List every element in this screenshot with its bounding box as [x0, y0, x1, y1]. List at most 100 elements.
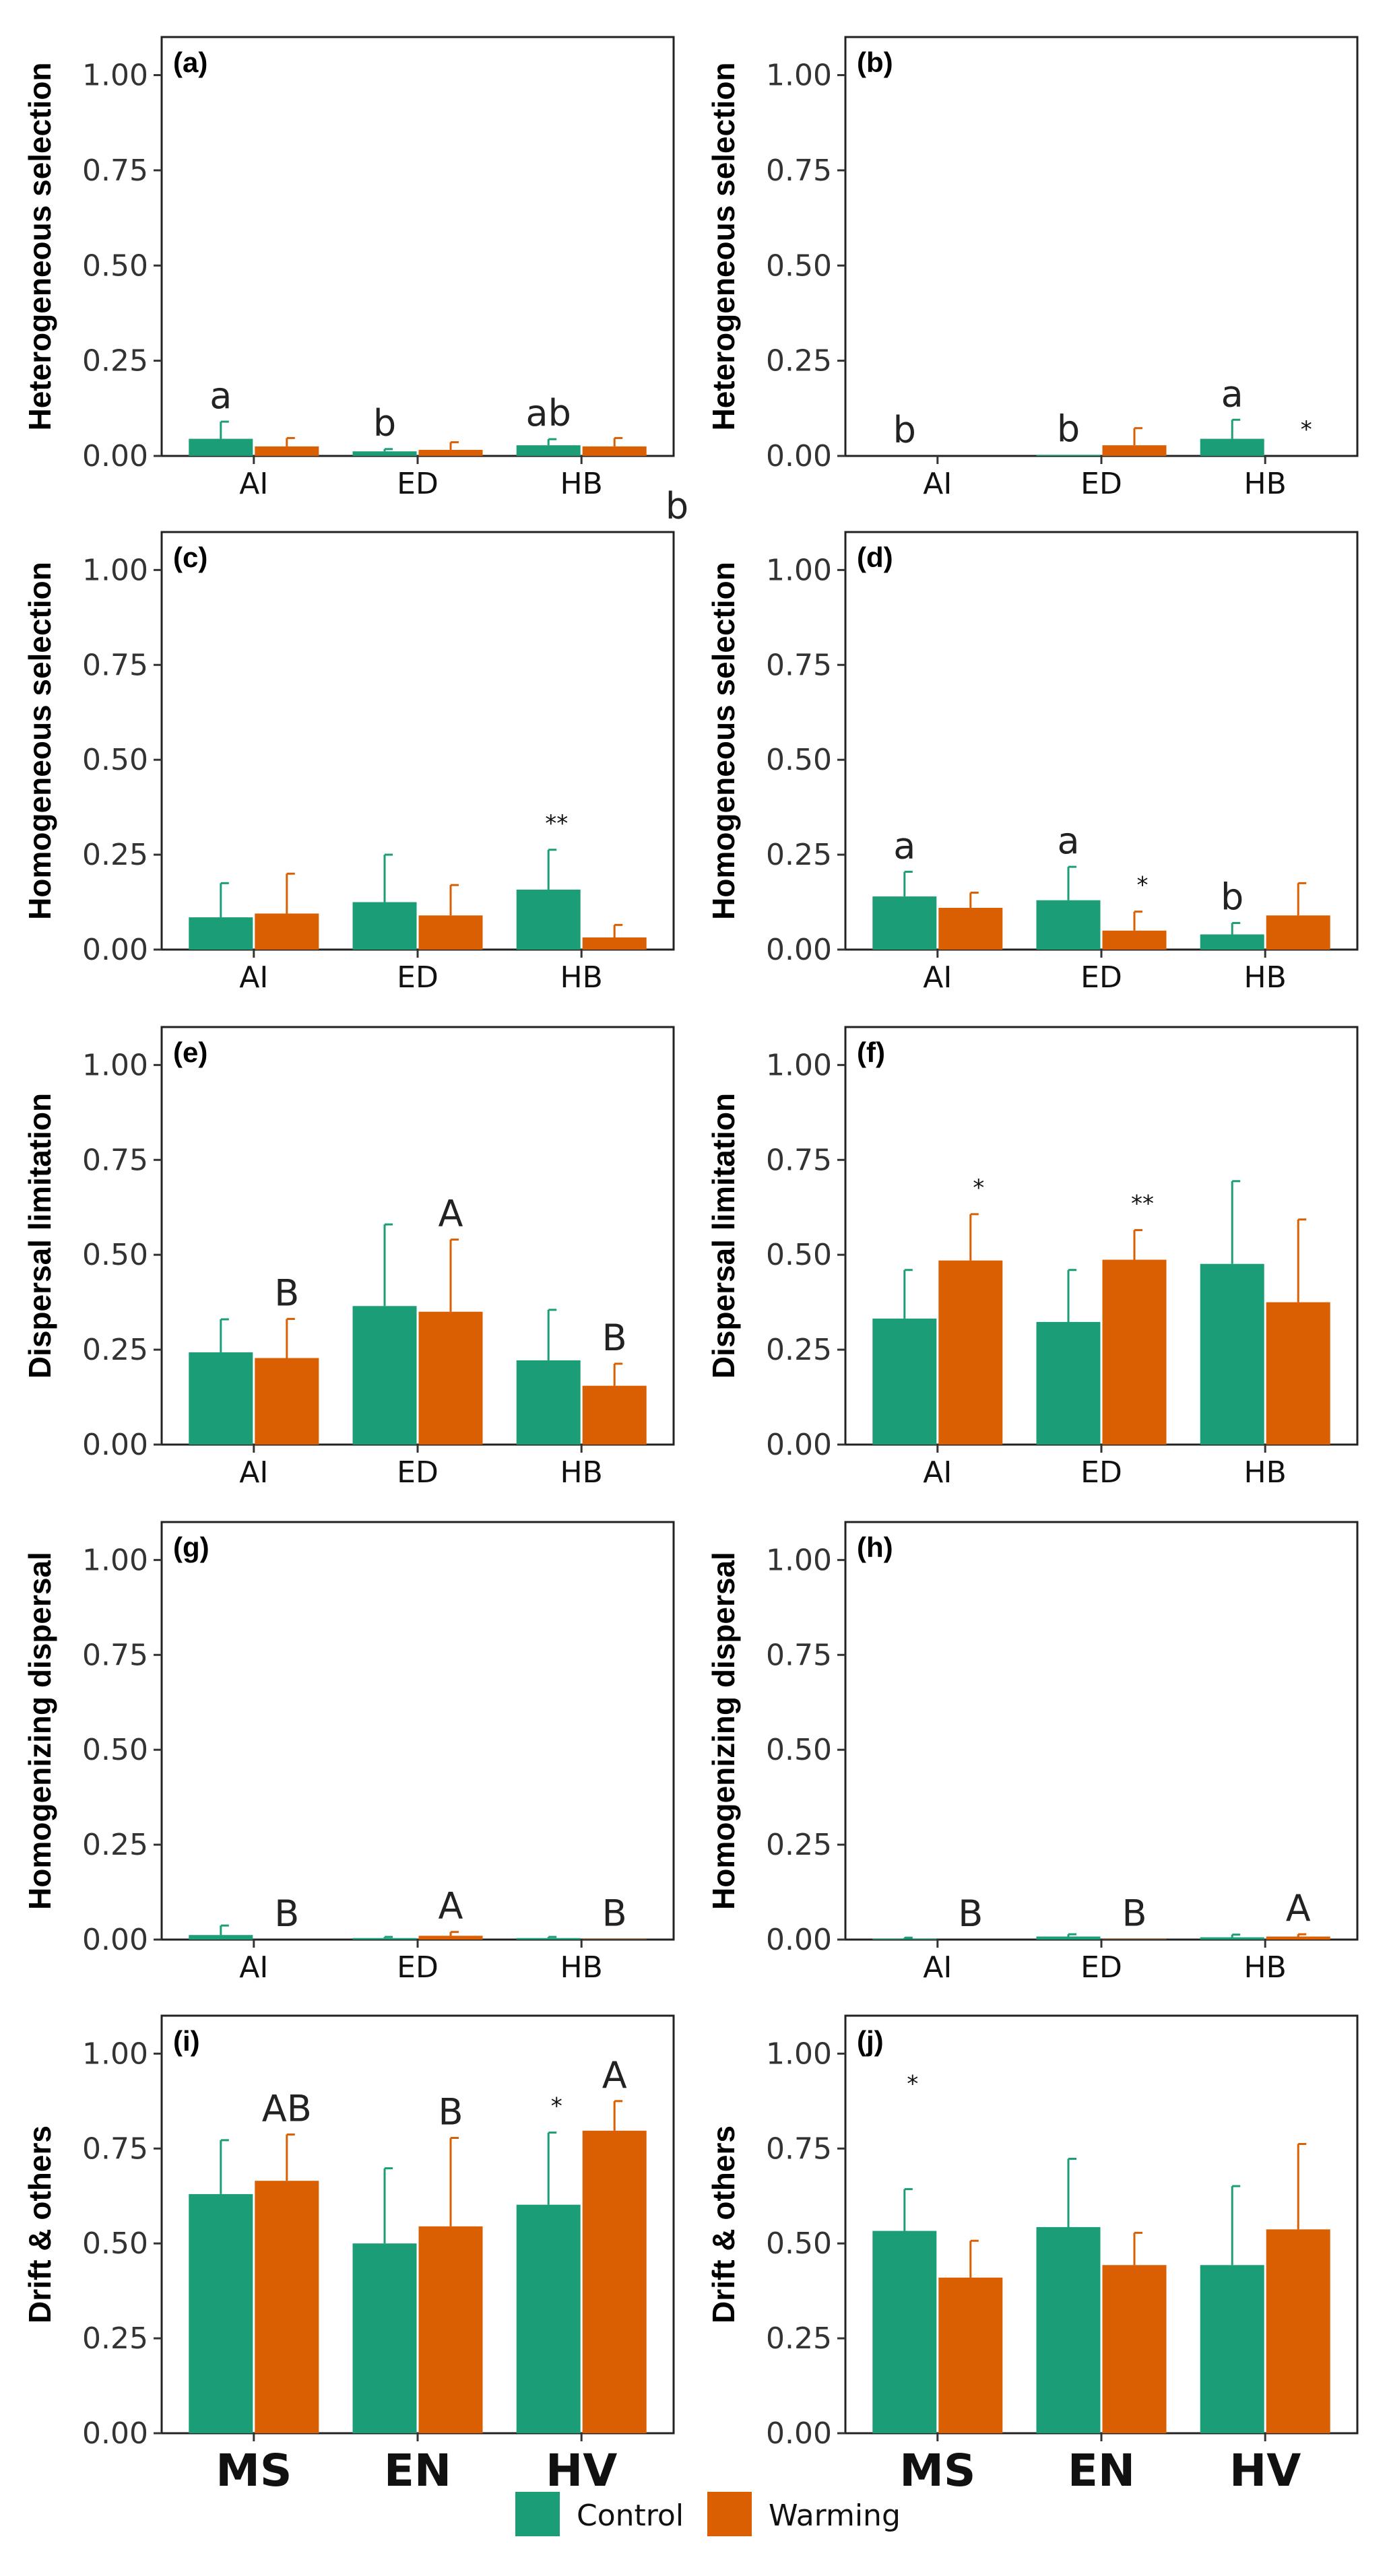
y-axis-title: Dispersal limitation	[706, 1093, 741, 1379]
y-tick-label: 0.75	[766, 154, 832, 188]
y-axis-title: Dispersal limitation	[22, 1093, 57, 1379]
bar-control-hb	[516, 1938, 581, 1940]
bar-control-hb	[1200, 1937, 1264, 1940]
bar-warming-hb	[1266, 1936, 1330, 1940]
bar-control-hv	[1200, 2265, 1264, 2433]
x-tick-label: ED	[1080, 960, 1122, 995]
y-tick-label: 0.00	[766, 933, 832, 967]
y-tick-label: 0.00	[766, 1428, 832, 1462]
bar-control-hb	[1200, 438, 1264, 456]
y-tick-label: 0.25	[82, 344, 148, 378]
bar-control-ai	[872, 896, 937, 950]
significance-label: *	[973, 1175, 984, 1201]
x-tick-label: AI	[923, 467, 952, 501]
y-axis-title: Drift & others	[706, 2125, 741, 2323]
bar-warming-ai	[938, 908, 1003, 950]
significance-label: B	[274, 1272, 299, 1314]
significance-label: A	[439, 1885, 463, 1927]
x-tick-label: ED	[397, 467, 439, 501]
panel-f: 0.00 0.25 0.50 0.75 1.00 Dispersal limitation…	[706, 1026, 1359, 1490]
y-tick-label: 0.25	[82, 1828, 148, 1862]
y-tick-label: 0.25	[82, 838, 148, 872]
y-axis-title: Homogenizing dispersal	[22, 1552, 57, 1910]
significance-label: a	[209, 374, 232, 417]
y-axis-title: Homogenizing dispersal	[706, 1552, 741, 1910]
bar-warming-ed	[418, 449, 483, 456]
bar-warming-ai	[255, 446, 319, 456]
y-tick-label: 0.50	[766, 249, 832, 283]
significance-label: B	[958, 1892, 983, 1935]
plot-frame	[844, 1521, 1359, 1941]
panel-label: (i)	[173, 2025, 200, 2057]
x-tick-label: AI	[239, 1950, 268, 1985]
x-tick-label: ED	[1080, 1455, 1122, 1490]
significance-label: **	[545, 810, 568, 837]
y-tick-label: 0.00	[82, 933, 148, 967]
y-tick-label: 0.50	[82, 743, 148, 777]
bar-warming-ai	[255, 913, 319, 950]
x-tick-label: HB	[1244, 960, 1287, 995]
panels-layer: 0.00 0.25 0.50 0.75 1.00 Heterogeneous select…	[22, 36, 1359, 2497]
x-tick-label: ED	[397, 1950, 439, 1985]
x-tick-label: AI	[923, 960, 952, 995]
bar-control-ed	[352, 1306, 417, 1445]
bar-control-en	[1036, 2226, 1101, 2433]
x-tick-label: HV	[546, 2445, 617, 2497]
y-tick-label: 1.00	[766, 59, 832, 93]
legend-control-label: Control	[577, 2499, 684, 2533]
legend-control-swatch	[515, 2492, 560, 2536]
y-tick-label: 0.75	[82, 1143, 148, 1177]
y-tick-label: 1.00	[82, 1543, 148, 1577]
bar-warming-ed	[418, 1936, 483, 1940]
bar-warming-hb	[582, 937, 647, 950]
significance-label: ab	[526, 392, 571, 434]
bar-warming-ai	[938, 1260, 1003, 1445]
bar-warming-ms	[255, 2181, 319, 2433]
significance-label: **	[1131, 1191, 1154, 1218]
x-tick-label: AI	[239, 1455, 268, 1490]
y-tick-label: 1.00	[82, 59, 148, 93]
bar-warming-hb	[582, 1385, 647, 1445]
x-tick-label: ED	[397, 1455, 439, 1490]
bar-warming-en	[1102, 2265, 1167, 2433]
significance-label: B	[602, 1892, 627, 1934]
x-tick-label: EN	[384, 2445, 451, 2497]
bar-warming-hb	[582, 446, 647, 456]
y-tick-label: 0.75	[82, 2132, 148, 2166]
y-axis-title: Homogeneous selection	[706, 562, 741, 920]
bar-control-hb	[1200, 934, 1264, 950]
bar-control-en	[352, 2243, 417, 2433]
bar-warming-hv	[582, 2130, 647, 2433]
bar-control-ms	[872, 2231, 937, 2433]
y-tick-label: 0.25	[82, 2321, 148, 2356]
bar-warming-hv	[1266, 2229, 1330, 2433]
y-tick-label: 1.00	[82, 2037, 148, 2071]
bar-control-ed	[1036, 455, 1101, 456]
significance-label: b	[373, 402, 396, 444]
panel-b: 0.00 0.25 0.50 0.75 1.00 Heterogeneous select…	[706, 36, 1359, 501]
significance-label: B	[1122, 1892, 1146, 1934]
y-tick-label: 0.00	[82, 1428, 148, 1462]
panel-label: (j)	[857, 2025, 884, 2057]
x-tick-label: HV	[1229, 2445, 1301, 2497]
x-tick-label: ED	[1080, 467, 1122, 501]
plot-frame	[160, 531, 675, 951]
bar-warming-en	[418, 2226, 483, 2433]
x-tick-label: HB	[1244, 1950, 1287, 1985]
bar-control-hb	[1200, 1263, 1264, 1445]
panel-label: (c)	[173, 541, 207, 573]
bar-warming-ed	[1102, 930, 1167, 950]
significance-label: *	[1137, 872, 1149, 899]
x-tick-label: AI	[239, 960, 268, 995]
panel-label: (f)	[857, 1036, 885, 1068]
x-tick-label: AI	[923, 1455, 952, 1490]
y-tick-label: 0.25	[766, 838, 832, 872]
x-tick-label: HB	[560, 467, 603, 501]
bar-control-ed	[352, 1938, 417, 1940]
significance-label: B	[438, 2090, 463, 2133]
bar-control-ai	[189, 917, 253, 950]
significance-label: A	[439, 1193, 463, 1235]
x-tick-label: AI	[923, 1950, 952, 1985]
bar-control-ed	[352, 451, 417, 456]
